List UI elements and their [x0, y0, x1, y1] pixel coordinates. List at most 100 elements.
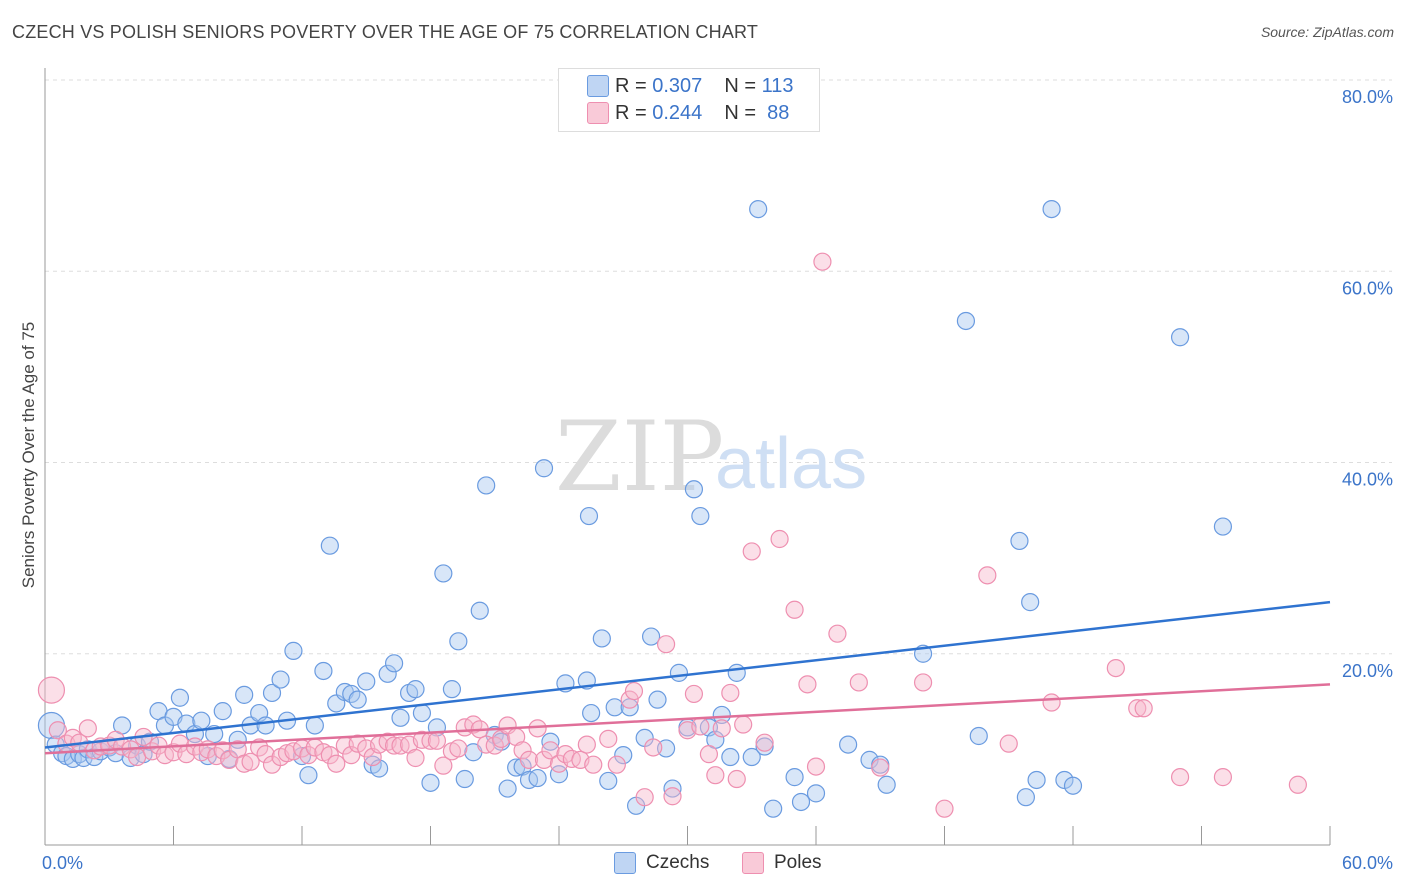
correlation-legend: R = 0.307 N = 113 R = 0.244 N = 88 [558, 68, 820, 132]
czechs-point [299, 766, 318, 785]
poles-point [978, 566, 997, 585]
bottom-legend-label-czechs: Czechs [646, 852, 710, 873]
czechs-point [742, 747, 761, 767]
poles-point [644, 738, 663, 757]
czechs-point [449, 632, 468, 651]
czechs-point [1042, 199, 1061, 219]
watermark-atlas: atlas [715, 424, 867, 504]
czechs-point [406, 680, 425, 699]
poles-point [828, 624, 847, 643]
czechs-point [442, 680, 462, 699]
czechs-point [1010, 531, 1029, 551]
czechs-trend-line [44, 600, 1331, 749]
legend-swatch-czechs [587, 75, 609, 97]
y-tick-label: 20.0% [1342, 661, 1393, 681]
legend-r-label: R = [615, 101, 647, 124]
poles-point [607, 755, 626, 774]
poles-point [241, 752, 260, 771]
poles-point [256, 745, 275, 764]
legend-swatch-poles [587, 102, 609, 124]
poles-point [734, 715, 753, 734]
czechs-point [549, 765, 569, 784]
poles-point [684, 684, 704, 704]
czechs-point [348, 690, 367, 709]
poles-point [434, 756, 453, 775]
poles-point [213, 741, 232, 760]
czechs-point [1213, 517, 1233, 536]
poles-point [635, 788, 654, 807]
poles-point [327, 754, 346, 773]
poles-point [712, 719, 731, 738]
poles-trend-line [44, 683, 1331, 755]
poles-point [806, 757, 826, 776]
czechs-point [839, 735, 858, 754]
poles-point [449, 739, 468, 758]
czechs-point [579, 506, 599, 526]
chart-title: CZECH VS POLISH SENIORS POVERTY OVER THE… [12, 22, 759, 42]
czechs-point [614, 746, 633, 765]
czechs-point [755, 737, 774, 756]
poles-point [742, 542, 761, 561]
czechs-point [806, 784, 826, 803]
czechs-point [969, 726, 988, 746]
czechs-point [605, 698, 624, 717]
poles-point [620, 690, 639, 709]
czechs-point [877, 775, 896, 794]
bottom-legend-label-poles: Poles [774, 852, 822, 873]
poles-point [235, 754, 254, 773]
legend-row-poles: R = 0.244 N = 88 [587, 100, 790, 126]
bottom-legend-swatch-czechs [614, 852, 636, 874]
bottom-legend-swatch-poles [742, 852, 764, 874]
poles-point [342, 746, 361, 765]
legend-r-value: 0.244 [652, 101, 703, 124]
poles-point [798, 675, 817, 694]
czechs-point [170, 688, 190, 707]
y-tick-label: 80.0% [1342, 87, 1393, 107]
poles-point [485, 736, 504, 755]
legend-n-label: N = [724, 101, 756, 124]
poles-point [250, 738, 269, 757]
poles-point [1134, 699, 1153, 718]
poles-point [1128, 699, 1147, 718]
source-label: Source: ZipAtlas.com [1260, 24, 1394, 40]
legend-n-value: 88 [767, 101, 790, 124]
poles-point [624, 681, 644, 701]
poles-point [785, 600, 804, 619]
poles-point [348, 734, 367, 753]
poles-point [513, 741, 532, 760]
czechs-point [727, 663, 746, 682]
poles-point [406, 748, 425, 768]
czechs-point [1170, 328, 1190, 347]
czechs-point [305, 716, 324, 735]
poles-point [871, 758, 890, 777]
legend-n-value: 113 [761, 74, 794, 97]
czechs-point [292, 746, 312, 766]
czechs-point [528, 768, 547, 788]
poles-point [1288, 775, 1307, 794]
czechs-point [764, 799, 783, 818]
bottom-legend-poles: Poles [742, 852, 822, 874]
poles-point [599, 729, 618, 748]
czechs-point [669, 663, 689, 682]
czechs-point [421, 773, 440, 792]
x-tick-label: 0.0% [42, 853, 83, 873]
poles-point [427, 731, 447, 750]
poles-point [813, 252, 832, 271]
poles-point [935, 799, 954, 818]
poles-point [519, 750, 539, 769]
y-axis-label: Seniors Poverty Over the Age of 75 [19, 322, 38, 588]
czechs-point [785, 768, 804, 787]
czechs-point [592, 629, 611, 648]
czechs-point [1063, 776, 1083, 795]
czechs-point [691, 506, 710, 526]
poles-point [727, 769, 746, 789]
poles-point [170, 734, 190, 753]
czechs-point [1016, 788, 1035, 807]
czechs-point [684, 480, 704, 499]
legend-r-value: 0.307 [652, 74, 703, 97]
legend-r-label: R = [615, 74, 647, 97]
czechs-point [656, 739, 676, 758]
czechs-point [213, 702, 232, 721]
czechs-point [1021, 593, 1040, 612]
